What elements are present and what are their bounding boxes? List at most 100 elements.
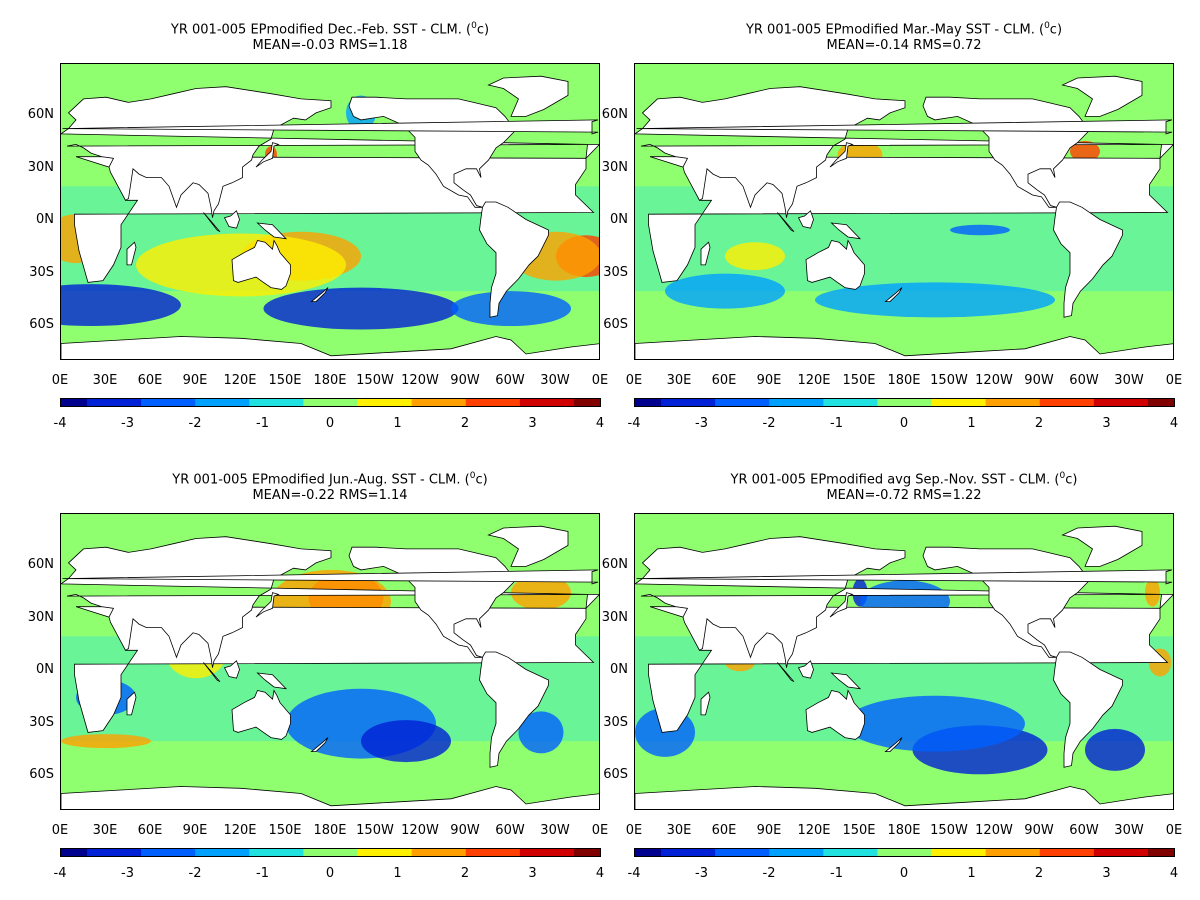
colorbar-segment: [809, 398, 824, 407]
colorbar-segment: [425, 848, 440, 857]
colorbar-segment: [782, 398, 797, 407]
colorbar-segment: [479, 398, 494, 407]
landmass: [255, 142, 280, 168]
lon-tick-label: 0E: [591, 823, 609, 838]
landmass: [635, 336, 1173, 359]
landmass: [700, 241, 711, 266]
colorbar: [634, 848, 1175, 857]
colorbar-border: [634, 848, 1175, 857]
colorbar: [634, 398, 1175, 407]
colorbar-segment: [316, 848, 331, 857]
colorbar-tick-label: -1: [256, 416, 269, 431]
colorbar-segment: [688, 398, 703, 407]
colorbar-segment: [235, 398, 250, 407]
colorbar-segment: [661, 848, 676, 857]
colorbar-segment: [195, 398, 210, 407]
colorbar-segment: [573, 398, 588, 407]
landmass: [479, 201, 549, 318]
lat-tick-label: 30N: [601, 159, 628, 175]
lon-tick-label: 120E: [223, 823, 257, 838]
lat-tick-label: 30S: [29, 264, 54, 280]
lat-tick-label: 60S: [603, 317, 628, 333]
colorbar-segment: [945, 848, 960, 857]
lon-tick-label: 30E: [92, 823, 118, 838]
sst-map: [634, 63, 1174, 360]
colorbar-tick-label: 3: [528, 866, 537, 881]
colorbar-segment: [519, 398, 534, 407]
lon-tick-label: 120E: [223, 373, 257, 388]
lon-tick-label: 60E: [711, 373, 737, 388]
colorbar-segment: [560, 848, 575, 857]
landmass: [231, 239, 291, 290]
colorbar-segment: [438, 848, 453, 857]
sst-map: [60, 63, 600, 360]
panel-title: YR 001-005 EPmodified avg Sep.-Nov. SST …: [730, 471, 1078, 488]
anomaly-patch: [845, 695, 1025, 752]
colorbar-tick-label: 4: [595, 416, 605, 431]
colorbar-segment: [465, 848, 480, 857]
colorbar-segment: [222, 848, 237, 857]
panel-stats: MEAN=-0.72 RMS=1.22: [826, 488, 982, 503]
colorbar-segment: [181, 398, 196, 407]
anomaly-patch: [950, 224, 1010, 236]
lon-tick-label: 60W: [495, 373, 525, 388]
colorbar-segment: [506, 398, 521, 407]
colorbar-segment: [1066, 398, 1081, 407]
colorbar-segment: [634, 398, 649, 407]
colorbar-segment: [715, 848, 730, 857]
panel-jja: YR 001-005 EPmodified Jun.-Aug. SST - CL…: [0, 450, 609, 900]
colorbar-segment: [154, 398, 169, 407]
colorbar-tick-label: -4: [53, 866, 67, 881]
colorbar-segment: [1053, 398, 1068, 407]
colorbar-segment: [823, 848, 838, 857]
colorbar-tick-label: 3: [1102, 416, 1111, 431]
panel-stats: MEAN=-0.22 RMS=1.14: [252, 488, 408, 503]
colorbar-segment: [141, 398, 156, 407]
colorbar-segment: [222, 398, 237, 407]
sst-field: [61, 64, 599, 359]
lon-tick-label: 30W: [540, 823, 570, 838]
lat-tick-label: 60S: [29, 767, 54, 783]
colorbar-segment: [181, 848, 196, 857]
colorbar-segment: [1012, 398, 1027, 407]
colorbar-segment: [100, 398, 115, 407]
colorbar-segment: [344, 848, 359, 857]
colorbar-segment: [647, 398, 662, 407]
lat-tick-label: 30S: [603, 714, 628, 730]
lon-tick-label: 90W: [1024, 823, 1054, 838]
landmass: [700, 691, 711, 716]
colorbar-tick-label: 4: [1169, 416, 1179, 431]
colorbar-tick-label: 3: [528, 416, 537, 431]
colorbar-segment: [208, 398, 223, 407]
lat-tick-label: 0N: [36, 662, 54, 678]
colorbar-segment: [877, 398, 892, 407]
colorbar-segment: [1093, 848, 1108, 857]
landmass: [884, 737, 903, 753]
colorbar-segment: [796, 848, 811, 857]
landmass: [231, 689, 291, 740]
colorbar-segment: [769, 848, 784, 857]
colorbar-segment: [1039, 848, 1054, 857]
colorbar-segment: [836, 398, 851, 407]
landmass: [256, 222, 288, 240]
lat-tick-label: 60N: [27, 557, 54, 573]
landmass: [777, 212, 795, 233]
colorbar-segment: [1107, 398, 1122, 407]
colorbar-segment: [985, 398, 1000, 407]
sst-map: [60, 513, 600, 810]
colorbar-segment: [1120, 398, 1135, 407]
colorbar-tick-label: -3: [121, 866, 134, 881]
colorbar-segment: [127, 398, 142, 407]
colorbar-segment: [344, 398, 359, 407]
colorbar-segment: [249, 398, 264, 407]
colorbar-segment: [958, 398, 973, 407]
panel-title: YR 001-005 EPmodified Mar.-May SST - CLM…: [745, 21, 1063, 38]
lon-tick-label: 30W: [540, 373, 570, 388]
anomaly-patch: [1145, 578, 1160, 607]
colorbar-segment: [728, 848, 743, 857]
lon-tick-label: 60W: [495, 823, 525, 838]
colorbar-segment: [357, 848, 372, 857]
colorbar-tick-label: -3: [695, 866, 708, 881]
colorbar-segment: [87, 398, 102, 407]
colorbar-tick-label: 0: [325, 416, 335, 431]
